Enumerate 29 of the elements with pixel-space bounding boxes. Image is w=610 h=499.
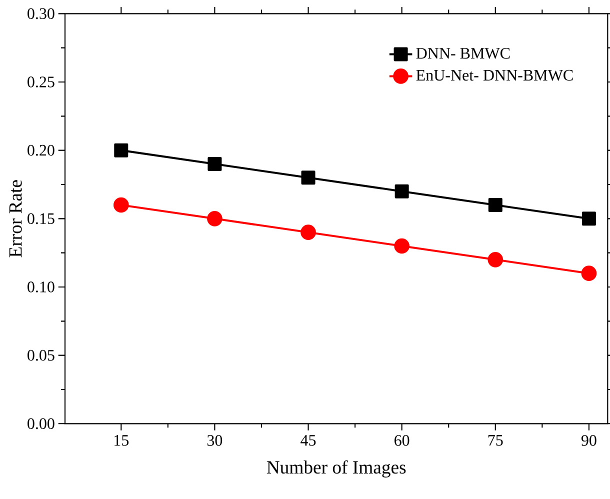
x-tick-label: 15 <box>114 435 129 446</box>
y-tick-label: 0.20 <box>28 144 54 156</box>
x-axis-title: Number of Images <box>266 460 406 478</box>
point <box>300 224 316 240</box>
x-tick-label: 60 <box>394 435 410 446</box>
point <box>208 156 222 171</box>
point <box>394 184 409 198</box>
legend-label: DNN- BMWC <box>416 48 510 59</box>
y-tick-label: 0.00 <box>28 418 54 430</box>
y-tick-label: 0.15 <box>28 213 54 224</box>
point <box>488 252 504 268</box>
x-tick-label: 30 <box>207 435 222 446</box>
point <box>207 210 222 226</box>
y-tick-label: 0.05 <box>28 350 54 361</box>
point <box>488 198 502 212</box>
point <box>114 143 128 158</box>
point <box>113 197 129 213</box>
legend-label: EnU-Net- DNN-BMWC <box>416 70 573 81</box>
point <box>394 238 410 254</box>
y-axis-title: Error Rate <box>9 180 22 258</box>
point <box>581 266 597 281</box>
y-tick-label: 0.10 <box>28 282 54 292</box>
x-tick-label: 45 <box>300 435 316 446</box>
y-tick-label: 0.30 <box>28 8 54 20</box>
x-tick-label: 90 <box>581 435 596 446</box>
y-tick-label: 0.25 <box>28 76 54 88</box>
point <box>301 170 316 185</box>
x-tick-label: 75 <box>488 435 503 446</box>
point <box>582 212 596 226</box>
